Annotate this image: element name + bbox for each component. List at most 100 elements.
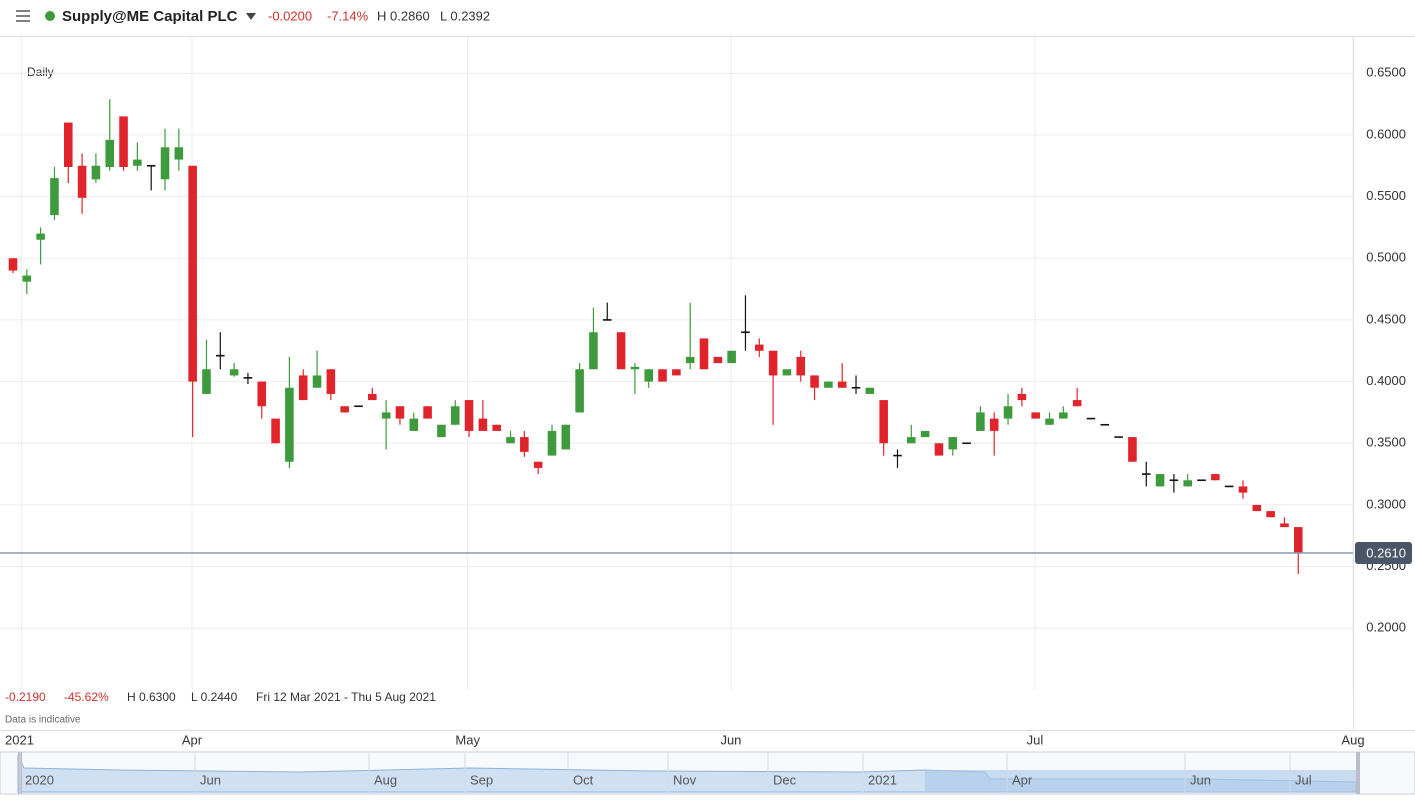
candle-body — [381, 412, 391, 419]
last-price-label: 0.2610 — [1366, 545, 1406, 560]
candle-body — [1266, 511, 1275, 518]
summary-high: H 0.6300 — [127, 690, 176, 704]
candle-body — [616, 332, 626, 370]
candle-body — [879, 400, 888, 444]
y-tick-label: 0.6000 — [1366, 126, 1406, 141]
candle-body — [63, 122, 73, 167]
summary-change-pct: -45.62% — [64, 690, 109, 704]
x-tick-label: Jul — [1027, 732, 1044, 747]
candle-body — [119, 116, 128, 167]
header-change: -0.0200 — [268, 8, 312, 23]
candle-body — [589, 332, 598, 370]
candle-body — [340, 406, 349, 413]
y-tick-label: 0.6500 — [1366, 65, 1406, 80]
instrument-name[interactable]: Supply@ME Capital PLC — [62, 8, 238, 25]
navigator-labels: 2020 Jun Aug Sep Oct Nov Dec 2021 Apr Jun Jul — [19, 752, 1312, 794]
candle-body — [8, 258, 18, 271]
candle-body — [423, 406, 432, 419]
y-tick-label: 0.2000 — [1366, 620, 1406, 635]
candle-body — [478, 418, 488, 431]
candle-body — [727, 350, 736, 364]
candle-body — [437, 424, 446, 438]
candle-body — [699, 338, 709, 370]
last-price-box — [1355, 542, 1412, 565]
summary-range: Fri 12 Mar 2021 - Thu 5 Aug 2021 — [256, 690, 436, 704]
x-tick-label: 2021 — [5, 732, 34, 747]
instrument-dropdown[interactable] — [246, 13, 256, 20]
summary-note: Data is indicative — [5, 715, 81, 726]
candle-body — [948, 437, 958, 450]
candle-body — [36, 233, 45, 240]
candle-body — [1059, 412, 1068, 419]
candle-body — [160, 147, 170, 180]
status-dot — [45, 11, 55, 21]
candle-body — [1072, 400, 1082, 407]
plot-area: 2021 Apr May Jun Jul Aug0.20000.25000.30000.3… — [0, 37, 1412, 747]
navigator-label: Apr — [1012, 772, 1033, 787]
candle-body — [685, 356, 695, 364]
candle-body — [630, 366, 640, 370]
x-tick-label: Jun — [720, 732, 741, 747]
candle-body — [202, 369, 211, 394]
candle-body — [1211, 474, 1220, 481]
candle-body — [395, 406, 405, 419]
candle-body — [907, 437, 916, 444]
candle-body — [1003, 406, 1013, 419]
candle-body — [1183, 480, 1192, 487]
y-tick-label: 0.3000 — [1366, 496, 1406, 511]
navigator-label: 2021 — [868, 772, 897, 787]
candle-body — [575, 369, 584, 413]
candle-body — [824, 381, 833, 388]
candle-body — [133, 159, 142, 166]
candle-body — [450, 406, 460, 425]
candle-body — [547, 430, 557, 456]
candle-body — [409, 418, 419, 431]
navigator-label: Aug — [374, 772, 397, 787]
candle-body — [368, 393, 377, 401]
candle-body — [782, 369, 792, 376]
candle-body — [91, 165, 101, 180]
candle-body — [229, 369, 239, 376]
candle-body — [298, 375, 308, 401]
navigator-label: Jun — [200, 772, 221, 787]
candle-body — [1031, 412, 1040, 419]
candle-body — [105, 139, 115, 167]
y-tick-label: 0.4500 — [1366, 311, 1406, 326]
interval-label[interactable]: Daily — [27, 65, 54, 79]
candle-body — [658, 369, 667, 382]
candle-body — [920, 430, 930, 438]
candle-body — [257, 381, 267, 407]
menu-icon[interactable] — [16, 10, 30, 22]
candle-body — [1017, 393, 1027, 401]
header-high: H 0.2860 — [377, 8, 430, 23]
candle-body — [520, 437, 529, 452]
candle-body — [1252, 504, 1262, 512]
candle-body — [976, 412, 985, 431]
candle-body — [1280, 523, 1289, 528]
navigator-label: Sep — [470, 772, 493, 787]
header-bar — [0, 0, 1415, 36]
candle-body — [464, 400, 474, 431]
candle-body — [50, 178, 59, 216]
x-tick-label: May — [455, 732, 480, 747]
x-tick-label: Aug — [1341, 732, 1364, 747]
candle-body — [1155, 474, 1165, 487]
candle-body — [989, 418, 999, 431]
candle-body — [934, 443, 944, 456]
candle-body — [492, 424, 501, 431]
candle-body — [1128, 437, 1137, 462]
x-tick-label: Apr — [182, 732, 203, 747]
candle-body — [271, 418, 280, 444]
candle-body — [285, 387, 294, 462]
candle-body — [312, 375, 322, 388]
navigator-label: 2020 — [25, 772, 54, 787]
candle-body — [1238, 486, 1248, 493]
navigator-label: Jun — [1190, 772, 1211, 787]
header-low: L 0.2392 — [440, 8, 490, 23]
candle-body — [796, 356, 806, 376]
candle-body — [768, 350, 778, 376]
candle-body — [754, 344, 764, 351]
navigator-label: Dec — [773, 772, 797, 787]
candle-body — [810, 375, 819, 388]
